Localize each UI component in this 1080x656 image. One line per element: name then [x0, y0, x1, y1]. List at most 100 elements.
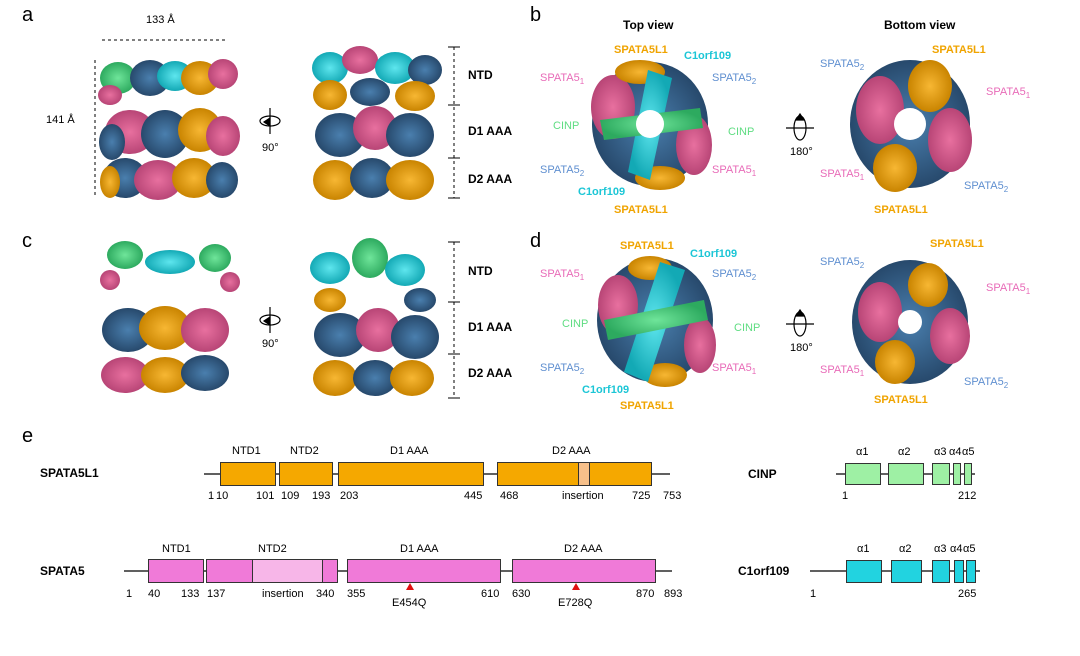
rotate-icon-b: [786, 112, 814, 141]
spata5-insertion-box: [252, 559, 323, 583]
label-b-top-spata5-1-left: SPATA51: [540, 72, 585, 86]
spata5-num-870: 870: [636, 588, 655, 600]
spata5l1-num-101: 101: [256, 490, 275, 502]
spata5-d1-box: [347, 559, 501, 583]
spata5l1-name: SPATA5L1: [40, 466, 99, 480]
spata5-num-133: 133: [181, 588, 200, 600]
model-side-view-c1: [100, 241, 240, 393]
label-d-top-spata5-1-left: SPATA51: [540, 268, 585, 282]
c1orf109-num-1: 1: [810, 588, 817, 600]
label-d-top-cinp-right: CINP: [734, 322, 761, 334]
cinp-a5-label: α5: [962, 446, 975, 458]
spata5l1-num-468: 468: [500, 490, 519, 502]
rotation-label-a: 90°: [262, 142, 279, 154]
spata5-num-610: 610: [481, 588, 500, 600]
label-d-bottom-spata5-2-left: SPATA52: [820, 256, 865, 270]
label-d-top-spata5-1-right: SPATA51: [712, 362, 757, 376]
label-d-top-spata5-2-left: SPATA52: [540, 362, 585, 376]
model-bottom-view-d: [852, 260, 970, 384]
label-d-top-c1orf109-upper: C1orf109: [690, 248, 738, 260]
spata5l1-d1-box: [338, 462, 484, 486]
width-dimension: 133 Å: [146, 14, 175, 26]
label-b-bottom-spata5l1-upper: SPATA5L1: [932, 44, 986, 56]
label-b-top-c1orf109-lower: C1orf109: [578, 186, 626, 198]
spata5l1-d1-label: D1 AAA: [390, 445, 429, 457]
cinp-a4-label: α4: [949, 446, 962, 458]
label-b-top-c1orf109-upper: C1orf109: [684, 50, 732, 62]
spata5l1-num-109: 109: [281, 490, 300, 502]
rotate-icon-a: [259, 108, 281, 134]
mutation-e454q: E454Q: [392, 597, 427, 609]
label-d-top-spata5l1-lower: SPATA5L1: [620, 400, 674, 412]
spata5-d2-box: [512, 559, 656, 583]
label-b-bottom-spata5-2-left: SPATA52: [820, 58, 865, 72]
spata5l1-ntd1-label: NTD1: [232, 445, 261, 457]
spata5l1-num-725: 725: [632, 490, 651, 502]
c1orf109-a4-label: α4: [950, 543, 963, 555]
label-b-bottom-spata5-1-right: SPATA51: [986, 86, 1031, 100]
c1orf109-name: C1orf109: [738, 564, 790, 578]
map-side-view-a2: [312, 46, 442, 200]
map-top-view-b: [591, 60, 712, 190]
layer-d1-a: D1 AAA: [468, 124, 513, 138]
label-d-bottom-spata5-2-right: SPATA52: [964, 376, 1009, 390]
cinp-num-212: 212: [958, 490, 977, 502]
spata5-num-1: 1: [126, 588, 133, 600]
c1orf109-a2-label: α2: [899, 543, 912, 555]
panel-label-a: a: [22, 4, 34, 26]
top-view-title: Top view: [623, 18, 674, 32]
c1orf109-a2-box: [891, 560, 922, 583]
spata5-ntd2-label: NTD2: [258, 543, 287, 555]
spata5l1-d2-label: D2 AAA: [552, 445, 591, 457]
cinp-a5-box: [964, 463, 972, 485]
cinp-name: CINP: [748, 467, 777, 481]
spata5l1-insertion-label: insertion: [562, 490, 604, 502]
layer-d1-c: D1 AAA: [468, 320, 513, 334]
c1orf109-a3-label: α3: [934, 543, 947, 555]
spata5l1-ntd2-box: [279, 462, 333, 486]
layer-d2-a: D2 AAA: [468, 172, 513, 186]
c1orf109-a5-box: [966, 560, 976, 583]
spata5l1-num-753: 753: [663, 490, 682, 502]
mutation-e728q: E728Q: [558, 597, 593, 609]
label-b-top-spata5l1-lower: SPATA5L1: [614, 204, 668, 216]
spata5-insertion-label: insertion: [262, 588, 304, 600]
rotate-icon-c: [259, 307, 281, 333]
label-d-bottom-spata5-1-left: SPATA51: [820, 364, 865, 378]
rotation-label-c: 90°: [262, 338, 279, 350]
label-d-top-cinp-left: CINP: [562, 318, 589, 330]
spata5-d1-label: D1 AAA: [400, 543, 439, 555]
label-d-top-spata5l1-upper: SPATA5L1: [620, 240, 674, 252]
cinp-num-1: 1: [842, 490, 849, 502]
spata5-num-893: 893: [664, 588, 683, 600]
spata5l1-insertion-box: [578, 462, 590, 486]
spata5-d2-label: D2 AAA: [564, 543, 603, 555]
c1orf109-a4-box: [954, 560, 964, 583]
spata5-ntd2b-box: [322, 559, 338, 583]
spata5l1-num-193: 193: [312, 490, 331, 502]
c1orf109-a5-label: α5: [963, 543, 976, 555]
spata5l1-num-203: 203: [340, 490, 359, 502]
cinp-a1-box: [845, 463, 881, 485]
spata5-num-630: 630: [512, 588, 531, 600]
spata5l1-d2-box: [497, 462, 652, 486]
label-d-bottom-spata5l1-upper: SPATA5L1: [930, 238, 984, 250]
cinp-a4-box: [953, 463, 961, 485]
panel-label-b: b: [530, 4, 542, 26]
panel-label-d: d: [530, 230, 542, 252]
map-side-view-a1: [98, 59, 240, 200]
spata5l1-ntd1-box: [220, 462, 276, 486]
cinp-a3-label: α3: [934, 446, 947, 458]
label-b-top-spata5l1-upper: SPATA5L1: [614, 44, 668, 56]
label-d-top-c1orf109-lower: C1orf109: [582, 384, 630, 396]
spata5-ntd1-box: [148, 559, 204, 583]
layer-ntd-a: NTD: [468, 68, 493, 82]
c1orf109-a1-label: α1: [857, 543, 870, 555]
label-d-top-spata5-2-right: SPATA52: [712, 268, 757, 282]
spata5l1-num-1: 1: [208, 490, 215, 502]
cinp-a2-box: [888, 463, 924, 485]
spata5-num-137: 137: [207, 588, 226, 600]
layer-d2-c: D2 AAA: [468, 366, 513, 380]
layer-ntd-c: NTD: [468, 264, 493, 278]
cinp-a3-box: [932, 463, 950, 485]
